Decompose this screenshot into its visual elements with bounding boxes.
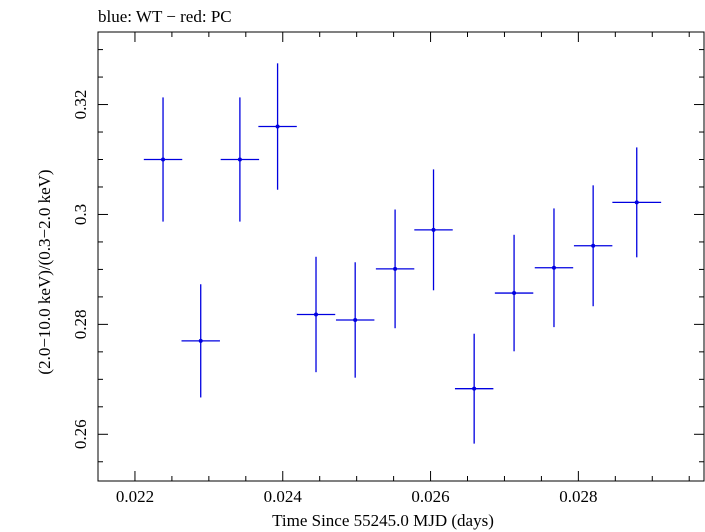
data-point-group xyxy=(181,284,220,398)
data-point xyxy=(314,312,319,317)
y-axis-label: (2.0−10.0 keV)/(0.3−2.0 keV) xyxy=(35,169,54,374)
data-point xyxy=(591,243,596,248)
x-tick-label: 0.028 xyxy=(559,487,597,506)
data-point xyxy=(161,157,166,162)
y-tick-label: 0.26 xyxy=(71,419,90,449)
chart-title: blue: WT − red: PC xyxy=(98,7,232,26)
data-point-group xyxy=(573,185,613,307)
data-point-group xyxy=(220,97,260,222)
y-tick-label: 0.28 xyxy=(71,309,90,339)
data-point xyxy=(431,227,436,232)
data-point xyxy=(472,386,477,391)
data-point xyxy=(237,157,242,162)
data-point-group xyxy=(454,333,494,444)
data-point-group xyxy=(375,209,415,329)
data-series xyxy=(143,63,662,444)
data-point-group xyxy=(296,256,336,373)
x-axis-label: Time Since 55245.0 MJD (days) xyxy=(272,511,494,530)
data-point-group xyxy=(414,169,453,291)
data-point-group xyxy=(258,63,297,190)
axis-tick-labels: 0.022 0.024 0.026 0.028 0.26 0.28 0.3 0.32 xyxy=(71,90,597,506)
data-point xyxy=(393,266,398,271)
axis-ticks xyxy=(97,32,704,481)
data-point xyxy=(275,124,280,129)
y-tick-label: 0.32 xyxy=(71,90,90,120)
data-point xyxy=(634,200,639,205)
x-tick-label: 0.024 xyxy=(264,487,303,506)
data-point xyxy=(551,265,556,270)
data-point-group xyxy=(143,97,183,222)
data-point-group xyxy=(335,262,375,378)
data-point-group xyxy=(494,234,534,352)
data-point-group xyxy=(534,208,574,328)
data-point xyxy=(198,338,203,343)
data-point-group xyxy=(612,147,662,258)
x-tick-label: 0.022 xyxy=(116,487,154,506)
plot-frame xyxy=(97,31,705,482)
data-point xyxy=(353,317,358,322)
data-point xyxy=(512,291,517,296)
y-tick-label: 0.3 xyxy=(71,204,90,225)
x-tick-label: 0.026 xyxy=(411,487,449,506)
